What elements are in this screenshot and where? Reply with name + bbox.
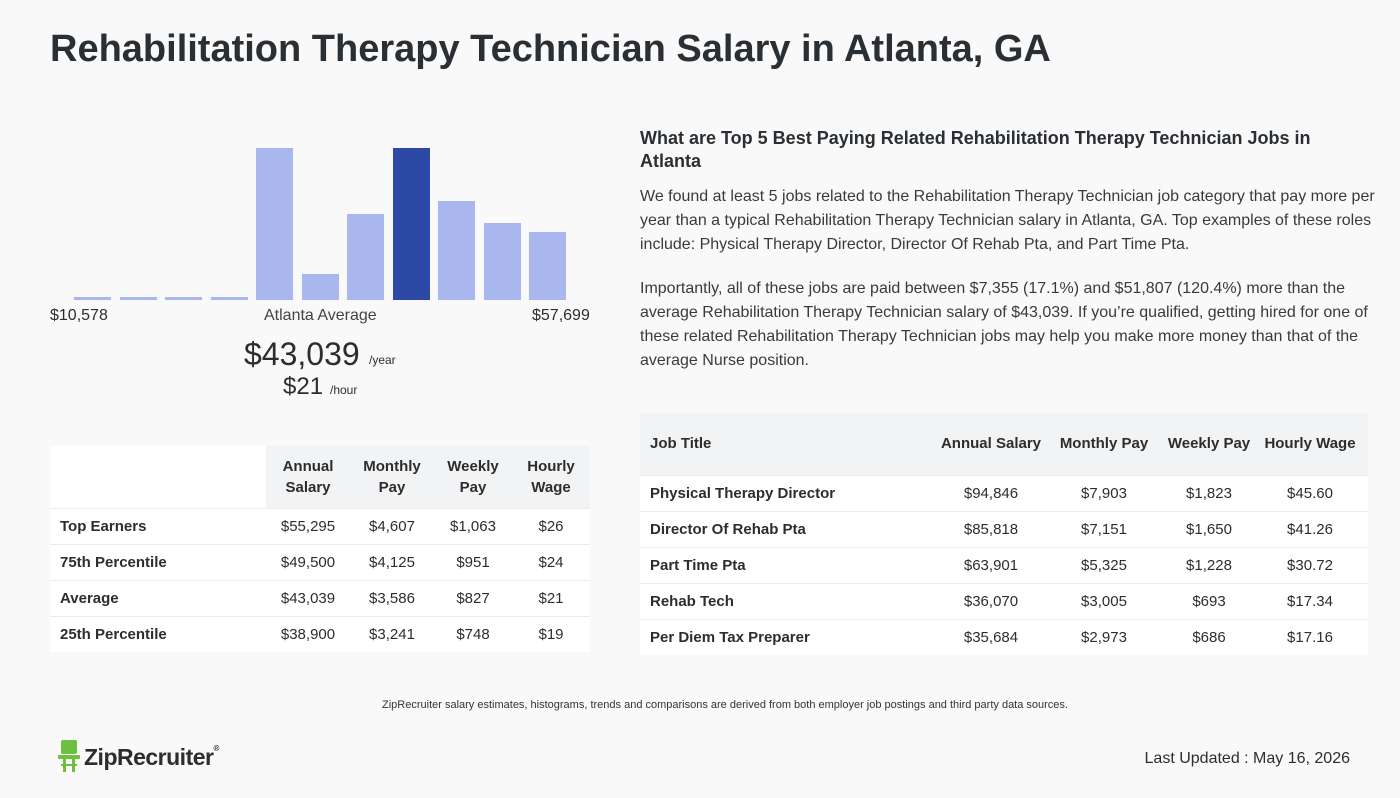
col-annual-salary: Annual Salary [940, 413, 1042, 475]
job-title-cell: Part Time Pta [640, 546, 940, 583]
table-cell: $3,005 [1042, 582, 1166, 619]
histogram-min-label: $10,578 [50, 307, 108, 324]
table-cell: $17.16 [1252, 618, 1368, 655]
table-cell: $1,823 [1166, 474, 1252, 511]
histogram-bar [438, 201, 475, 300]
table-cell: $951 [434, 543, 512, 580]
average-hourly-unit: /hour [330, 383, 358, 397]
table-cell: $41.26 [1252, 510, 1368, 547]
col-monthly-pay: Monthly Pay [1042, 413, 1166, 475]
table-cell: $21 [512, 579, 590, 616]
col-job-title: Job Title [640, 413, 940, 475]
table-row: Per Diem Tax Preparer $35,684 $2,973 $686 $1… [640, 618, 1368, 655]
related-jobs-table: Job Title Annual Salary Monthly Pay Week… [640, 413, 1368, 655]
histogram-bar [256, 148, 293, 300]
page-title: Rehabilitation Therapy Technician Salary… [50, 28, 1051, 70]
table-cell: $85,818 [940, 510, 1042, 547]
col-weekly-pay: Weekly Pay [1166, 413, 1252, 475]
col-hourly-wage: Hourly Wage [1252, 413, 1368, 475]
table-row: Director Of Rehab Pta $85,818 $7,151 $1,650… [640, 510, 1368, 547]
table-cell: $4,125 [350, 543, 434, 580]
table-cell: $43,039 [266, 579, 350, 616]
table-cell: $35,684 [940, 618, 1042, 655]
chair-icon [58, 740, 80, 772]
last-updated: Last Updated : May 16, 2026 [1144, 750, 1350, 767]
histogram-bar [74, 297, 111, 300]
table-cell: $36,070 [940, 582, 1042, 619]
row-label: Average [50, 579, 266, 616]
histogram-bar [301, 274, 339, 300]
table-row: 75th Percentile $49,500 $4,125 $951 $24 [50, 543, 590, 580]
histogram-bar [529, 232, 566, 300]
table-row: Rehab Tech $36,070 $3,005 $693 $17.34 [640, 582, 1368, 619]
table-cell: $827 [434, 579, 512, 616]
table-cell: $748 [434, 615, 512, 652]
histogram-max-label: $57,699 [532, 307, 590, 324]
data-disclaimer: ZipRecruiter salary estimates, histogram… [382, 699, 1068, 711]
table-cell: $4,607 [350, 507, 434, 544]
table-row: 25th Percentile $38,900 $3,241 $748 $19 [50, 615, 590, 652]
table-cell: $1,650 [1166, 510, 1252, 547]
salary-histogram [70, 140, 570, 300]
table-cell: $38,900 [266, 615, 350, 652]
table-row: Part Time Pta $63,901 $5,325 $1,228 $30.72 [640, 546, 1368, 583]
table-cell: $1,228 [1166, 546, 1252, 583]
row-label: Top Earners [50, 507, 266, 544]
row-label: 25th Percentile [50, 615, 266, 652]
histogram-center-label: Atlanta Average [264, 307, 377, 324]
table-cell: $1,063 [434, 507, 512, 544]
average-annual-unit: /year [369, 353, 396, 367]
job-title-cell: Director Of Rehab Pta [640, 510, 940, 547]
table-corner [50, 446, 266, 508]
related-jobs-paragraph-1: We found at least 5 jobs related to the … [640, 188, 1375, 253]
table-cell: $2,973 [1042, 618, 1166, 655]
table-row: Top Earners $55,295 $4,607 $1,063 $26 [50, 507, 590, 544]
ziprecruiter-logo[interactable]: ZipRecruiter® [58, 740, 219, 774]
table-row: Average $43,039 $3,586 $827 $21 [50, 579, 590, 616]
related-jobs-heading: What are Top 5 Best Paying Related Rehab… [640, 128, 1311, 171]
logo-text: ZipRecruiter® [84, 743, 219, 770]
table-cell: $94,846 [940, 474, 1042, 511]
table-cell: $49,500 [266, 543, 350, 580]
row-label: 75th Percentile [50, 543, 266, 580]
histogram-bar [210, 297, 248, 300]
table-cell: $24 [512, 543, 590, 580]
table-cell: $7,151 [1042, 510, 1166, 547]
table-cell: $686 [1166, 618, 1252, 655]
table-cell: $55,295 [266, 507, 350, 544]
histogram-bar [392, 148, 430, 300]
col-monthly-pay: Monthly Pay [350, 446, 434, 508]
average-hourly-wage: $21 [283, 373, 324, 400]
table-cell: $19 [512, 615, 590, 652]
table-cell: $17.34 [1252, 582, 1368, 619]
table-row: Physical Therapy Director $94,846 $7,903 $1… [640, 474, 1368, 511]
col-weekly-pay: Weekly Pay [434, 446, 512, 508]
table-cell: $7,903 [1042, 474, 1166, 511]
table-cell: $45.60 [1252, 474, 1368, 511]
table-cell: $3,241 [350, 615, 434, 652]
job-title-cell: Rehab Tech [640, 582, 940, 619]
job-title-cell: Physical Therapy Director [640, 474, 940, 511]
job-title-cell: Per Diem Tax Preparer [640, 618, 940, 655]
histogram-bar [165, 297, 202, 300]
table-cell: $30.72 [1252, 546, 1368, 583]
percentile-table: Annual Salary Monthly Pay Weekly Pay Hou… [50, 446, 590, 652]
table-cell: $26 [512, 507, 590, 544]
table-cell: $693 [1166, 582, 1252, 619]
average-annual-salary: $43,039 [244, 336, 360, 372]
col-annual-salary: Annual Salary [266, 446, 350, 508]
histogram-bar [119, 297, 157, 300]
related-jobs-paragraph-2: Importantly, all of these jobs are paid … [640, 280, 1368, 369]
table-cell: $63,901 [940, 546, 1042, 583]
table-cell: $3,586 [350, 579, 434, 616]
histogram-bar [483, 223, 521, 300]
table-cell: $5,325 [1042, 546, 1166, 583]
histogram-bar [347, 214, 384, 300]
col-hourly-wage: Hourly Wage [512, 446, 590, 508]
